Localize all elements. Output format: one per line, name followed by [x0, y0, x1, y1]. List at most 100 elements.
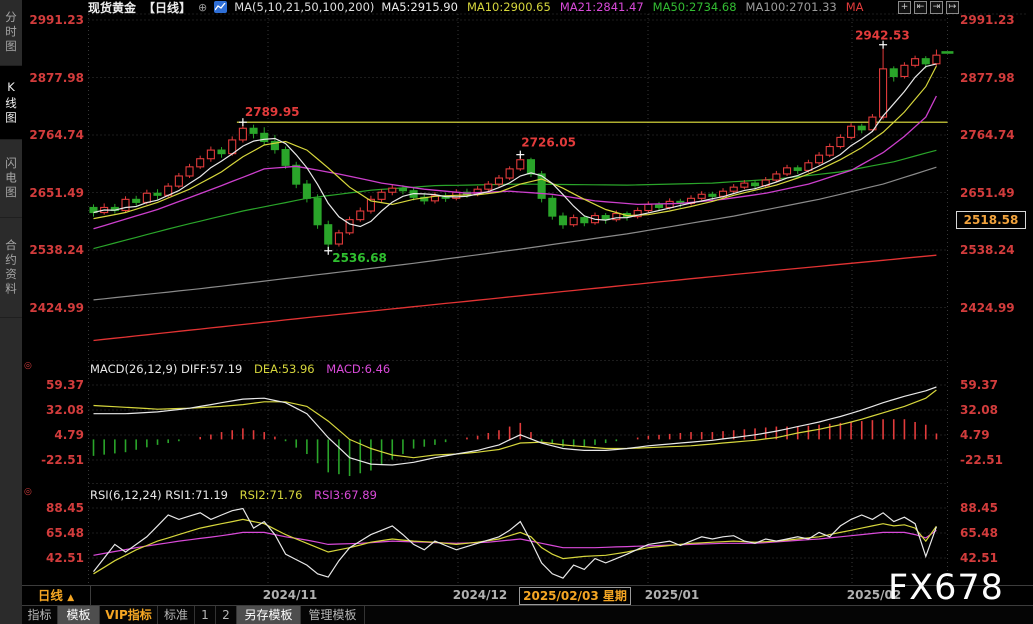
- month-label: 2025/02: [846, 588, 902, 602]
- tab-指标[interactable]: 指标: [22, 606, 58, 624]
- tab-1[interactable]: 1: [195, 606, 216, 624]
- macd-histogram: [92, 419, 938, 477]
- rsi-header-rsi2: RSI2:71.76: [239, 488, 303, 502]
- scale-right-icon[interactable]: ⇥: [930, 1, 943, 14]
- price-axis-label: 2764.74: [29, 128, 84, 142]
- tab-2[interactable]: 2: [216, 606, 237, 624]
- watermark: FX678: [888, 568, 1004, 608]
- tab-VIP指标[interactable]: VIP指标: [100, 606, 158, 624]
- time-axis-row: 日线 ▲ 2024/11 2024/12 2025/01 2025/02 2025/0…: [22, 585, 1033, 619]
- period-selector[interactable]: 日线 ▲: [22, 586, 91, 605]
- rsi1-line: [93, 507, 937, 579]
- price-axis-label: 2764.74: [960, 128, 1015, 142]
- ma5-line: [93, 63, 937, 228]
- extreme-marker-cross: [324, 246, 333, 255]
- rsi-axis-label: 88.45: [960, 501, 998, 515]
- ma50-line: [93, 149, 937, 250]
- tab-标准[interactable]: 标准: [158, 606, 195, 624]
- rsi-header-main: RSI(6,12,24) RSI1:71.19: [90, 488, 228, 502]
- ma-values: MA5:2915.90 MA10:2900.65 MA21:2841.47 MA50:…: [381, 0, 872, 14]
- tab-另存模板[interactable]: 另存模板: [237, 606, 301, 624]
- extreme-price-label: 2942.53: [855, 29, 910, 43]
- price-axis-label: 2538.24: [29, 243, 84, 257]
- period-arrow-icon: ▲: [67, 593, 75, 603]
- macd-header: MACD(26,12,9) DIFF:57.19 DEA:53.96 MACD:…: [90, 362, 390, 376]
- macd-header-dea: DEA:53.96: [254, 362, 315, 376]
- cursor-price-box: 2518.58: [956, 211, 1026, 229]
- macd-axis-label: -22.51: [41, 453, 84, 467]
- ma10-line: [93, 65, 937, 220]
- sidebar-item-4[interactable]: 合约资料: [0, 218, 22, 318]
- sidebar: 分时图 K线图 闪电图 合约资料: [0, 0, 22, 624]
- month-label: 2024/11: [262, 588, 318, 602]
- ma-value-label: MA21:2841.47: [559, 0, 644, 14]
- ma-value-label: MA50:2734.68: [652, 0, 737, 14]
- pan-icon[interactable]: +: [898, 1, 911, 14]
- extreme-price-label: 2726.05: [521, 136, 576, 150]
- macd-diff-line: [93, 386, 937, 466]
- rsi2-line: [93, 518, 937, 575]
- rsi-axis-label: 42.51: [46, 551, 84, 565]
- tab-管理模板[interactable]: 管理模板: [301, 606, 365, 624]
- rsi-header-rsi3: RSI3:67.89: [314, 488, 377, 502]
- symbol-title: 现货黄金: [88, 0, 137, 15]
- price-axis-label: 2651.49: [960, 185, 1015, 200]
- cursor-date-box: 2025/02/03 星期一: [519, 587, 631, 619]
- extreme-marker-cross: [516, 150, 525, 159]
- extreme-price-label: 2536.68: [332, 251, 387, 265]
- rsi-axis-label: 65.48: [46, 526, 84, 540]
- macd-axis-label: 32.08: [960, 403, 998, 417]
- tab-模板[interactable]: 模板: [58, 606, 100, 624]
- price-axis-label: 2424.99: [29, 300, 84, 315]
- macd-axis-label: -22.51: [960, 453, 1003, 467]
- gridlines: [88, 13, 1028, 585]
- macd-axis-label: 59.37: [960, 378, 998, 392]
- ma21-line: [93, 95, 937, 230]
- scale-left-icon[interactable]: ⇤: [914, 1, 927, 14]
- month-label: 2025/01: [644, 588, 700, 602]
- ma200-line: [93, 254, 937, 342]
- extreme-price-label: 2789.95: [245, 105, 300, 119]
- price-axis-label: 2651.49: [29, 185, 84, 200]
- macd-header-main: MACD(26,12,9) DIFF:57.19: [90, 362, 243, 376]
- sidebar-item-3[interactable]: 闪电图: [0, 140, 22, 218]
- ma-value-label: MA10:2900.65: [466, 0, 551, 14]
- rsi-axis-label: 88.45: [46, 501, 84, 515]
- ma-settings-label: MA(5,10,21,50,100,200): [234, 0, 375, 14]
- tab-bar-filler: [365, 606, 1033, 624]
- shift-right-icon[interactable]: ↦: [946, 1, 959, 14]
- macd-axis-label: 4.79: [960, 428, 990, 442]
- month-label: 2024/12: [452, 588, 508, 602]
- chart-header: 现货黄金 【日线】 ⊕ MA(5,10,21,50,100,200) MA5:2…: [88, 0, 873, 15]
- extreme-marker-cross: [238, 118, 247, 127]
- period-label: 【日线】: [143, 0, 192, 15]
- ma-value-label: MA100:2701.33: [745, 0, 837, 14]
- price-axis-label: 2877.98: [29, 70, 84, 85]
- sidebar-item-1[interactable]: 分时图: [0, 0, 22, 66]
- macd-axis-label: 4.79: [54, 428, 84, 442]
- current-price-dash: [941, 51, 954, 54]
- ma100-line: [93, 166, 937, 301]
- macd-pane-icon[interactable]: ◎: [24, 361, 32, 371]
- rsi3-line: [93, 529, 937, 556]
- rsi-pane-icon[interactable]: ◎: [24, 487, 32, 497]
- macd-dea-line: [93, 389, 937, 459]
- price-axis-label: 2538.24: [960, 243, 1015, 257]
- rsi-axis-label: 65.48: [960, 526, 998, 540]
- candles-series: [89, 44, 941, 251]
- price-axis-label: 2991.23: [29, 13, 84, 27]
- price-axis-label: 2877.98: [960, 70, 1015, 85]
- expand-icon[interactable]: ⊕: [198, 0, 208, 14]
- rsi-header: RSI(6,12,24) RSI1:71.19 RSI2:71.76 RSI3:…: [90, 488, 377, 502]
- macd-header-macd: MACD:6.46: [326, 362, 391, 376]
- price-axis-label: 2424.99: [960, 300, 1015, 315]
- ma-value-label: MA: [845, 0, 864, 14]
- sidebar-item-2[interactable]: K线图: [0, 66, 22, 140]
- extreme-marker-cross: [879, 40, 888, 49]
- price-axis-label: 2991.23: [960, 13, 1015, 27]
- indicator-chart-icon[interactable]: [214, 1, 228, 13]
- macd-axis-label: 59.37: [46, 378, 84, 392]
- chart-toolbar: + ⇤ ⇥ ↦: [898, 1, 959, 14]
